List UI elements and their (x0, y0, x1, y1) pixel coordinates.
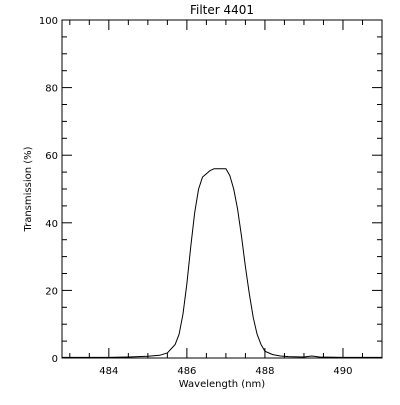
y-tick-label: 20 (45, 286, 58, 297)
data-layer (62, 168, 382, 358)
y-tick-label: 100 (39, 16, 58, 27)
x-axis-label: Wavelength (nm) (179, 379, 265, 390)
transmission-curve (62, 168, 382, 358)
y-tick-label: 80 (45, 84, 58, 95)
x-tick-label: 486 (177, 366, 196, 377)
x-tick-label: 488 (255, 366, 274, 377)
plot-frame (61, 19, 383, 359)
y-tick-label: 0 (52, 354, 58, 365)
chart-title: Filter 4401 (190, 3, 254, 17)
y-axis-label: Transmission (%) (23, 146, 34, 232)
x-tick-label: 490 (333, 366, 352, 377)
x-tick-label: 484 (99, 366, 118, 377)
y-tick-label: 60 (45, 151, 58, 162)
axes-layer: 484 486 488 490 0 20 40 60 80 100 (39, 16, 383, 377)
y-tick-label: 40 (45, 219, 58, 230)
